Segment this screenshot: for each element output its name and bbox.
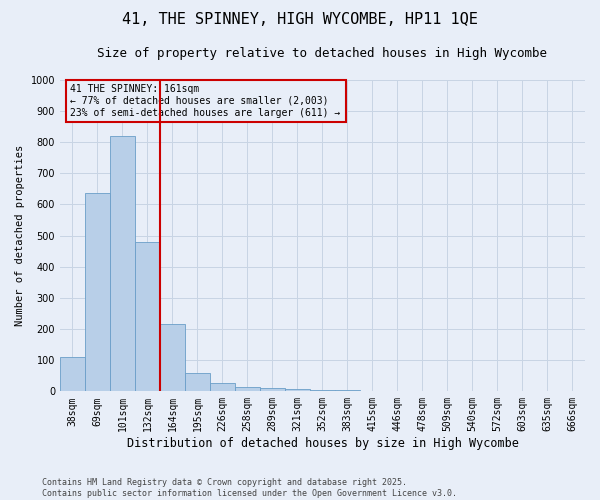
Title: Size of property relative to detached houses in High Wycombe: Size of property relative to detached ho…	[97, 48, 547, 60]
Bar	[110, 136, 135, 392]
Bar	[185, 372, 210, 392]
Text: 41, THE SPINNEY, HIGH WYCOMBE, HP11 1QE: 41, THE SPINNEY, HIGH WYCOMBE, HP11 1QE	[122, 12, 478, 28]
Bar	[235, 386, 260, 392]
Bar	[135, 242, 160, 392]
Bar	[260, 388, 285, 392]
Bar	[85, 194, 110, 392]
Bar	[210, 383, 235, 392]
Text: 41 THE SPINNEY: 161sqm
← 77% of detached houses are smaller (2,003)
23% of semi-: 41 THE SPINNEY: 161sqm ← 77% of detached…	[70, 84, 341, 117]
Bar	[60, 357, 85, 392]
Text: Contains HM Land Registry data © Crown copyright and database right 2025.
Contai: Contains HM Land Registry data © Crown c…	[42, 478, 457, 498]
Bar	[160, 324, 185, 392]
X-axis label: Distribution of detached houses by size in High Wycombe: Distribution of detached houses by size …	[127, 437, 518, 450]
Bar	[285, 389, 310, 392]
Bar	[310, 390, 335, 392]
Y-axis label: Number of detached properties: Number of detached properties	[15, 145, 25, 326]
Bar	[335, 390, 360, 392]
